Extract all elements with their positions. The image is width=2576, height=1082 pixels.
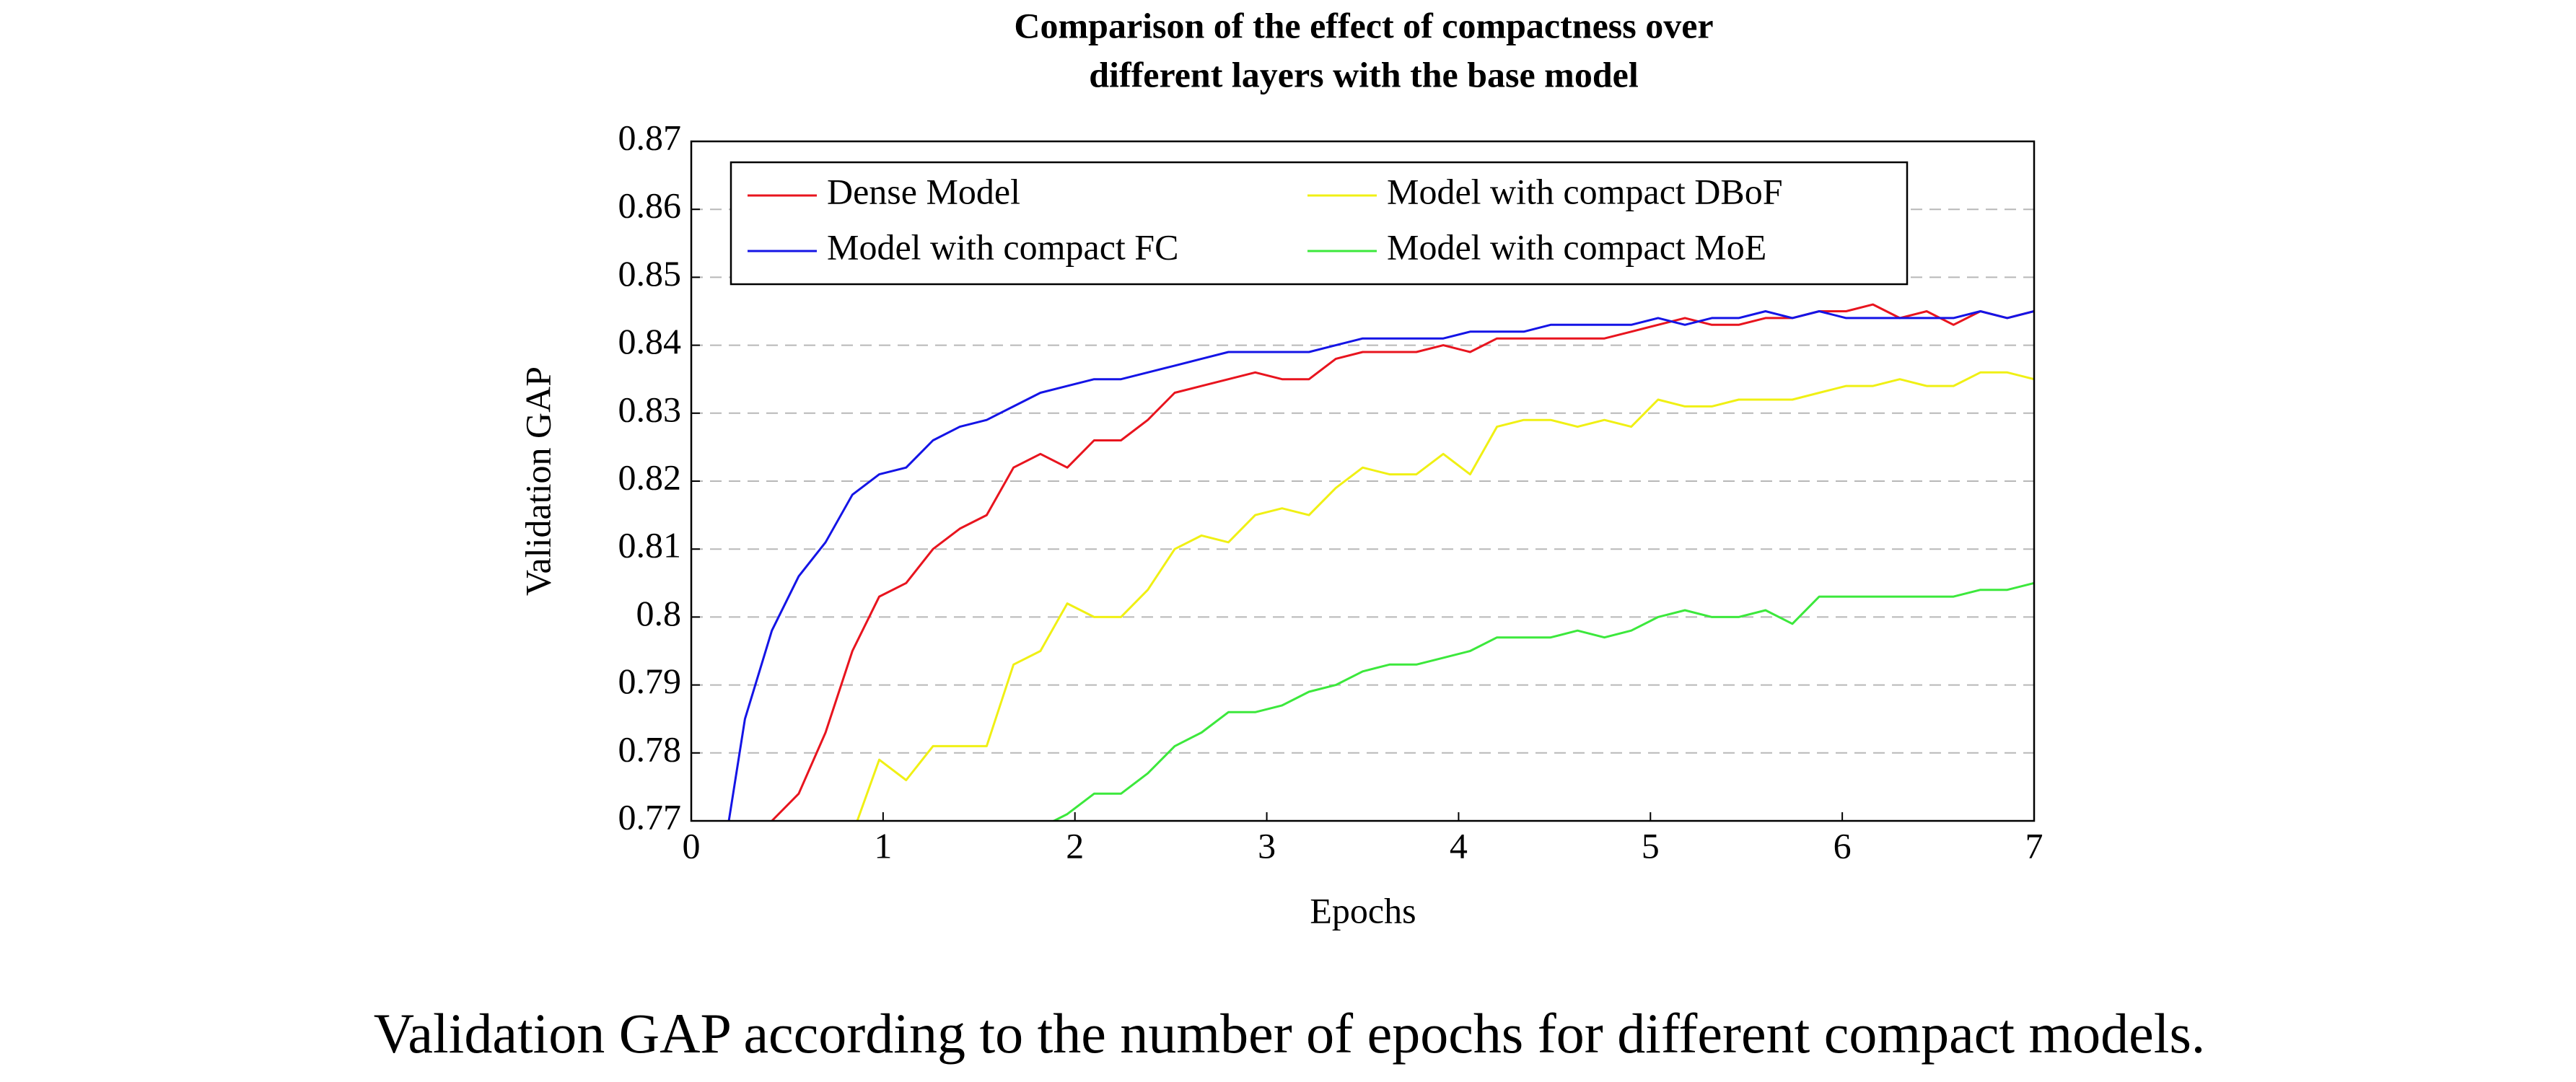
y-tick-label: 0.8 [636,593,682,633]
legend-label: Model with compact FC [827,226,1178,267]
y-tick-label: 0.87 [618,117,682,157]
x-tick-label: 1 [874,825,892,866]
series-line [1051,581,2034,821]
caption: Validation GAP according to the number o… [374,1002,2206,1065]
x-tick-label: 6 [1834,825,1852,866]
series-line [727,310,2034,821]
y-tick-label: 0.83 [618,389,682,429]
y-tick-label: 0.81 [618,525,682,566]
x-tick-label: 4 [1450,825,1468,866]
y-tick-label: 0.84 [618,321,682,361]
y-tick-label: 0.82 [618,457,682,497]
y-tick-label: 0.77 [618,796,682,837]
y-tick-label: 0.79 [618,661,682,701]
plot-lines [727,303,2034,821]
y-tick-label: 0.86 [618,185,682,226]
x-tick-label: 3 [1258,825,1276,866]
chart-title: Comparison of the effect of compactness … [1014,5,1713,45]
x-tick-label: 0 [683,825,701,866]
series-line [856,371,2034,821]
legend-label: Dense Model [827,171,1020,211]
plot-frame [690,140,2036,822]
chart-title: different layers with the base model [1089,54,1639,94]
legend-label: Model with compact MoE [1387,226,1766,267]
x-tick-label: 2 [1066,825,1084,866]
y-axis-label: Validation GAP [517,366,558,596]
y-tick-label: 0.85 [618,253,682,294]
y-tick-label: 0.78 [618,729,682,769]
x-tick-label: 7 [2025,825,2043,866]
legend-box [730,161,1909,286]
x-axis-label: Epochs [1310,890,1416,931]
legend-label: Model with compact DBoF [1387,171,1783,211]
x-tick-label: 5 [1642,825,1660,866]
